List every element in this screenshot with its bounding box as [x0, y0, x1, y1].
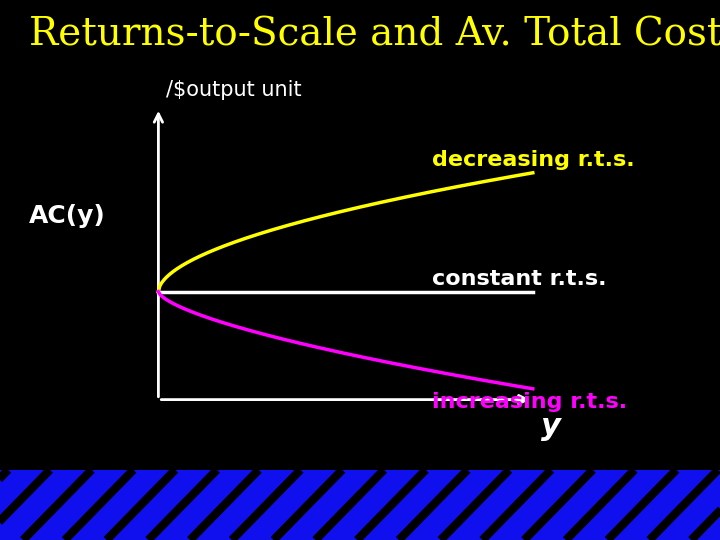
- Text: constant r.t.s.: constant r.t.s.: [432, 269, 606, 289]
- Text: Returns-to-Scale and Av. Total Costs: Returns-to-Scale and Av. Total Costs: [29, 16, 720, 53]
- Text: AC(y): AC(y): [29, 204, 106, 228]
- Text: y: y: [541, 412, 561, 441]
- Text: decreasing r.t.s.: decreasing r.t.s.: [432, 150, 634, 170]
- Text: /$output unit: /$output unit: [166, 80, 301, 100]
- FancyBboxPatch shape: [0, 470, 720, 540]
- Text: increasing r.t.s.: increasing r.t.s.: [432, 392, 627, 411]
